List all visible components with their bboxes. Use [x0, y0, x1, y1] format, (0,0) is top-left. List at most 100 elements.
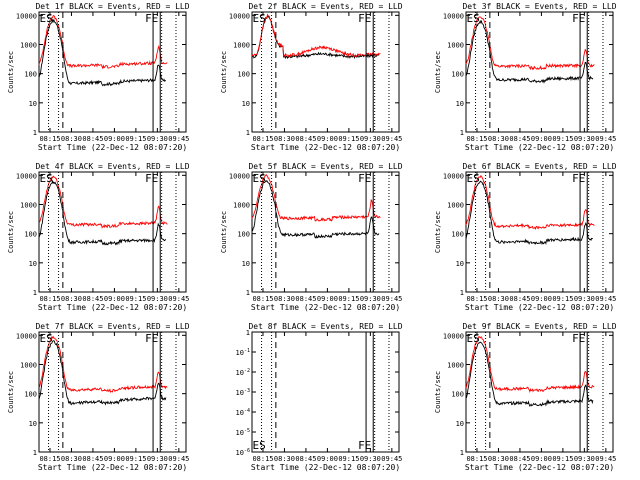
- y-tick-label: 1000: [447, 201, 464, 209]
- plot-frame: [38, 11, 187, 133]
- y-tick-label: 1000: [20, 41, 37, 49]
- y-tick-label: 100: [451, 71, 464, 79]
- y-tick-label: 100: [24, 231, 37, 239]
- series-line-red: [251, 174, 381, 222]
- y-tick-label: 10-4: [236, 408, 250, 417]
- x-tick-label: 08:30: [274, 455, 295, 463]
- series-line-black: [465, 19, 594, 84]
- series-line-black: [465, 341, 594, 407]
- x-tick-label: 09:15: [552, 135, 573, 143]
- y-axis-label: Counts/sec: [434, 51, 442, 93]
- x-tick-label: 08:15: [466, 455, 487, 463]
- x-axis-label: Start Time (22-Dec-12 08:07:20): [251, 303, 400, 312]
- x-tick-label: 08:45: [295, 455, 316, 463]
- x-tick-label: 08:15: [39, 295, 60, 303]
- x-tick-label: 09:15: [338, 295, 359, 303]
- series-line-red: [465, 335, 595, 393]
- x-tick-label: 08:30: [61, 295, 82, 303]
- plot-frame: [38, 171, 187, 293]
- y-tick-label: 10: [456, 420, 464, 428]
- x-tick-label: 08:30: [274, 295, 295, 303]
- y-tick-label: 10: [242, 100, 250, 108]
- panel-det-7: Det 7f BLACK = Events, RED = LLD 1 10 100 10…: [7, 322, 190, 472]
- x-tick-label: 08:45: [82, 135, 103, 143]
- panel-det-4: Det 4f BLACK = Events, RED = LLD 1 10 100 10…: [7, 162, 190, 312]
- series-line-red: [465, 175, 595, 231]
- plot-frame: [465, 171, 614, 293]
- series-line-black: [465, 180, 593, 246]
- x-axis-label: Start Time (22-Dec-12 08:07:20): [38, 463, 187, 472]
- panel-det-9: Det 9f BLACK = Events, RED = LLD 1 10 100 10…: [434, 322, 617, 472]
- x-tick-label: 09:15: [338, 455, 359, 463]
- series-line-red: [38, 14, 168, 70]
- x-tick-label: 09:45: [595, 295, 616, 303]
- plot-frame: [465, 11, 614, 133]
- y-tick-label: 10-6: [236, 448, 250, 457]
- panel-title: Det 4f BLACK = Events, RED = LLD: [35, 162, 189, 171]
- corner-label-fe: FE: [572, 332, 585, 345]
- panel-title: Det 9f BLACK = Events, RED = LLD: [462, 322, 616, 331]
- x-tick-label: 09:15: [552, 455, 573, 463]
- x-tick-label: 09:00: [317, 135, 338, 143]
- x-axis-label: Start Time (22-Dec-12 08:07:20): [465, 463, 614, 472]
- y-tick-label: 10: [456, 100, 464, 108]
- corner-label-fe: FE: [145, 12, 158, 25]
- x-tick-label: 09:45: [381, 455, 402, 463]
- x-tick-label: 08:15: [466, 295, 487, 303]
- panel-det-3: Det 3f BLACK = Events, RED = LLD 1 10 100 10…: [434, 2, 617, 152]
- y-tick-label: 1: [460, 289, 464, 297]
- series-line-red: [465, 16, 595, 71]
- x-tick-label: 08:45: [509, 295, 530, 303]
- y-tick-label: 1: [246, 289, 250, 297]
- y-tick-label: 10000: [443, 172, 464, 180]
- x-tick-label: 08:30: [61, 455, 82, 463]
- x-tick-label: 09:00: [104, 135, 125, 143]
- x-tick-label: 09:15: [338, 135, 359, 143]
- y-tick-label: 100: [451, 231, 464, 239]
- x-tick-label: 08:45: [82, 295, 103, 303]
- y-axis-label: Counts/sec: [7, 51, 15, 93]
- y-axis-label: Counts/sec: [434, 211, 442, 253]
- corner-label-es: ES: [467, 332, 480, 345]
- y-tick-label: 10000: [443, 332, 464, 340]
- y-tick-label: 10000: [16, 332, 37, 340]
- y-tick-label: 100: [237, 71, 250, 79]
- y-tick-label: 1000: [233, 201, 250, 209]
- y-tick-label: 100: [24, 391, 37, 399]
- series-line-red: [38, 335, 168, 393]
- x-tick-label: 08:15: [39, 135, 60, 143]
- y-tick-label: 100: [237, 231, 250, 239]
- x-tick-label: 08:30: [274, 135, 295, 143]
- panel-title: Det 6f BLACK = Events, RED = LLD: [462, 162, 616, 171]
- x-tick-label: 09:45: [168, 295, 189, 303]
- x-tick-label: 09:00: [317, 295, 338, 303]
- y-tick-label: 1: [246, 129, 250, 137]
- x-axis-label: Start Time (22-Dec-12 08:07:20): [251, 143, 400, 152]
- plot-frame: [38, 331, 187, 453]
- x-tick-label: 09:00: [531, 135, 552, 143]
- y-tick-label: 1: [460, 449, 464, 457]
- corner-label-es: ES: [467, 12, 480, 25]
- x-tick-label: 08:30: [488, 135, 509, 143]
- x-tick-label: 09:30: [574, 295, 595, 303]
- y-tick-label: 10-5: [236, 428, 250, 437]
- x-tick-label: 09:45: [381, 135, 402, 143]
- y-tick-label: 1000: [447, 41, 464, 49]
- y-tick-label: 1: [460, 129, 464, 137]
- plot-frame: [465, 331, 614, 453]
- y-axis-label: Counts/sec: [220, 211, 228, 253]
- x-axis-label: Start Time (22-Dec-12 08:07:20): [465, 143, 614, 152]
- series-line-black: [38, 340, 167, 406]
- panel-title: Det 3f BLACK = Events, RED = LLD: [462, 2, 616, 11]
- panel-title: Det 7f BLACK = Events, RED = LLD: [35, 322, 189, 331]
- x-tick-label: 09:30: [147, 135, 168, 143]
- y-tick-label: 10-3: [236, 388, 250, 397]
- y-tick-label: 10-2: [236, 368, 250, 377]
- y-tick-label: 1: [246, 329, 250, 337]
- x-tick-label: 09:00: [531, 455, 552, 463]
- y-tick-label: 1: [33, 129, 37, 137]
- panel-det-6: Det 6f BLACK = Events, RED = LLD 1 10 100 10…: [434, 162, 617, 312]
- x-tick-label: 09:30: [574, 455, 595, 463]
- x-tick-label: 08:45: [509, 455, 530, 463]
- series-line-red: [39, 175, 168, 229]
